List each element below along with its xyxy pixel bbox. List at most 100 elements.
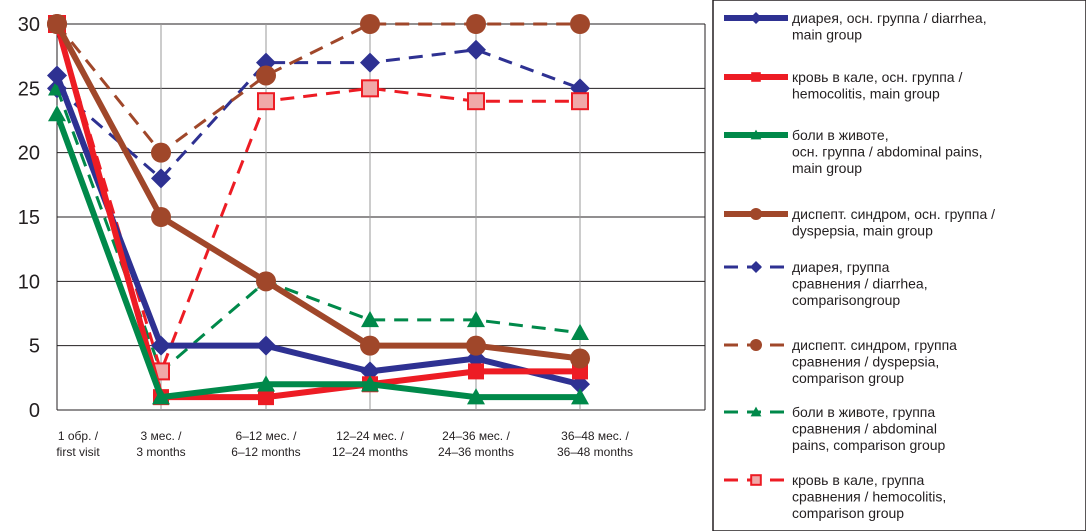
point-marker	[467, 388, 485, 405]
y-tick-label: 30	[18, 14, 40, 36]
point-marker	[258, 389, 274, 406]
point-marker	[466, 14, 486, 34]
point-marker	[468, 363, 484, 380]
legend-entry: диарея, осн. группа / diarrhea,main grou…	[724, 10, 987, 43]
legend-label: диарея, группа	[792, 259, 890, 275]
point-marker	[151, 168, 171, 189]
y-tick-label: 0	[29, 400, 40, 422]
point-marker	[151, 207, 171, 227]
legend-label: сравнения / diarrhea,	[792, 276, 928, 292]
x-tick-label: 1 обр. /	[58, 429, 99, 443]
x-tick-label: 3 мес. /	[141, 429, 183, 443]
x-tick-label: 36–48 мес. /	[561, 429, 629, 443]
point-marker	[257, 92, 275, 111]
point-marker	[360, 52, 380, 73]
legend-label: сравнения / dyspepsia,	[792, 354, 939, 370]
legend-label: диарея, осн. группа / diarrhea,	[792, 10, 987, 26]
legend-entry: диспепт. синдром, осн. группа /dyspepsia…	[724, 206, 995, 239]
series-line	[55, 22, 580, 155]
point-marker	[361, 375, 379, 392]
point-marker	[571, 323, 589, 340]
point-marker	[361, 79, 379, 98]
x-tick-label: 36–48 months	[557, 445, 633, 459]
legend-label: кровь в кале, группа	[792, 472, 924, 488]
x-tick-label: 12–24 months	[332, 445, 408, 459]
point-marker	[151, 142, 171, 163]
series-line	[55, 23, 580, 373]
point-marker	[360, 335, 380, 356]
legend-label: диспепт. синдром, осн. группа /	[792, 206, 995, 222]
legend-label: dyspepsia, main group	[792, 223, 933, 239]
legend-label: hemocolitis, main group	[792, 86, 940, 102]
series-8	[48, 15, 589, 381]
point-marker	[47, 14, 67, 34]
legend-label: осн. группа / abdominal pains,	[792, 144, 983, 160]
x-axis-ticks: 1 обр. / first visit 3 мес. / 3 months 6–12 …	[56, 429, 633, 459]
point-marker	[750, 474, 762, 486]
series-line	[55, 87, 581, 373]
legend-label: main group	[792, 27, 862, 43]
point-marker	[750, 208, 762, 220]
point-marker	[466, 39, 486, 60]
series-1	[47, 65, 590, 395]
series-line	[54, 23, 580, 401]
legend-label: pains, comparison group	[792, 437, 946, 453]
legend-label: сравнения / abdominal	[792, 421, 937, 437]
point-marker	[256, 335, 276, 356]
point-marker	[570, 14, 590, 34]
series-line	[54, 22, 581, 362]
series-line	[54, 113, 580, 401]
y-tick-label: 5	[29, 336, 40, 358]
point-marker	[571, 388, 589, 405]
point-marker	[256, 65, 276, 86]
point-marker	[570, 348, 590, 369]
point-marker	[750, 12, 762, 24]
y-tick-label: 15	[18, 207, 40, 229]
series-group	[47, 14, 590, 406]
series-4	[47, 14, 590, 369]
y-tick-label: 25	[18, 78, 40, 100]
point-marker	[48, 105, 66, 122]
x-tick-label: 6–12 мес. /	[236, 429, 298, 443]
point-marker	[750, 261, 762, 273]
point-marker	[361, 310, 379, 328]
point-marker	[467, 92, 485, 111]
legend-entry: кровь в кале, осн. группа /hemocolitis, …	[724, 69, 962, 102]
point-marker	[257, 375, 275, 392]
point-marker	[47, 65, 67, 86]
legend-label: боли в животе,	[792, 127, 889, 143]
point-marker	[360, 14, 380, 34]
series-line	[54, 74, 581, 388]
point-marker	[256, 271, 276, 292]
point-marker	[466, 335, 486, 356]
y-tick-label: 10	[18, 271, 40, 293]
point-marker	[750, 406, 762, 417]
legend-label: боли в животе, группа	[792, 404, 935, 420]
x-tick-label: 12–24 мес. /	[336, 429, 404, 443]
x-tick-label: 3 months	[136, 445, 185, 459]
point-marker	[151, 335, 171, 356]
legend-box	[712, 0, 1086, 531]
legend-label: comparison group	[792, 505, 904, 521]
point-marker	[571, 92, 589, 111]
point-marker	[750, 339, 762, 351]
point-marker	[467, 310, 485, 328]
x-tick-label: 24–36 мес. /	[442, 429, 510, 443]
point-marker	[152, 388, 170, 405]
legend-label: кровь в кале, осн. группа /	[792, 69, 962, 85]
y-tick-label: 20	[18, 143, 40, 165]
x-tick-label: 6–12 months	[231, 445, 300, 459]
series-3	[48, 105, 589, 405]
x-tick-label: first visit	[56, 445, 100, 459]
legend-label: main group	[792, 160, 862, 176]
legend-entry: боли в животе,осн. группа / abdominal pa…	[724, 127, 983, 176]
point-marker	[750, 129, 762, 140]
x-tick-label: 24–36 months	[438, 445, 514, 459]
series-5	[47, 39, 590, 189]
legend-label: сравнения / hemocolitis,	[792, 489, 946, 505]
legend-label: comparison group	[792, 370, 904, 386]
